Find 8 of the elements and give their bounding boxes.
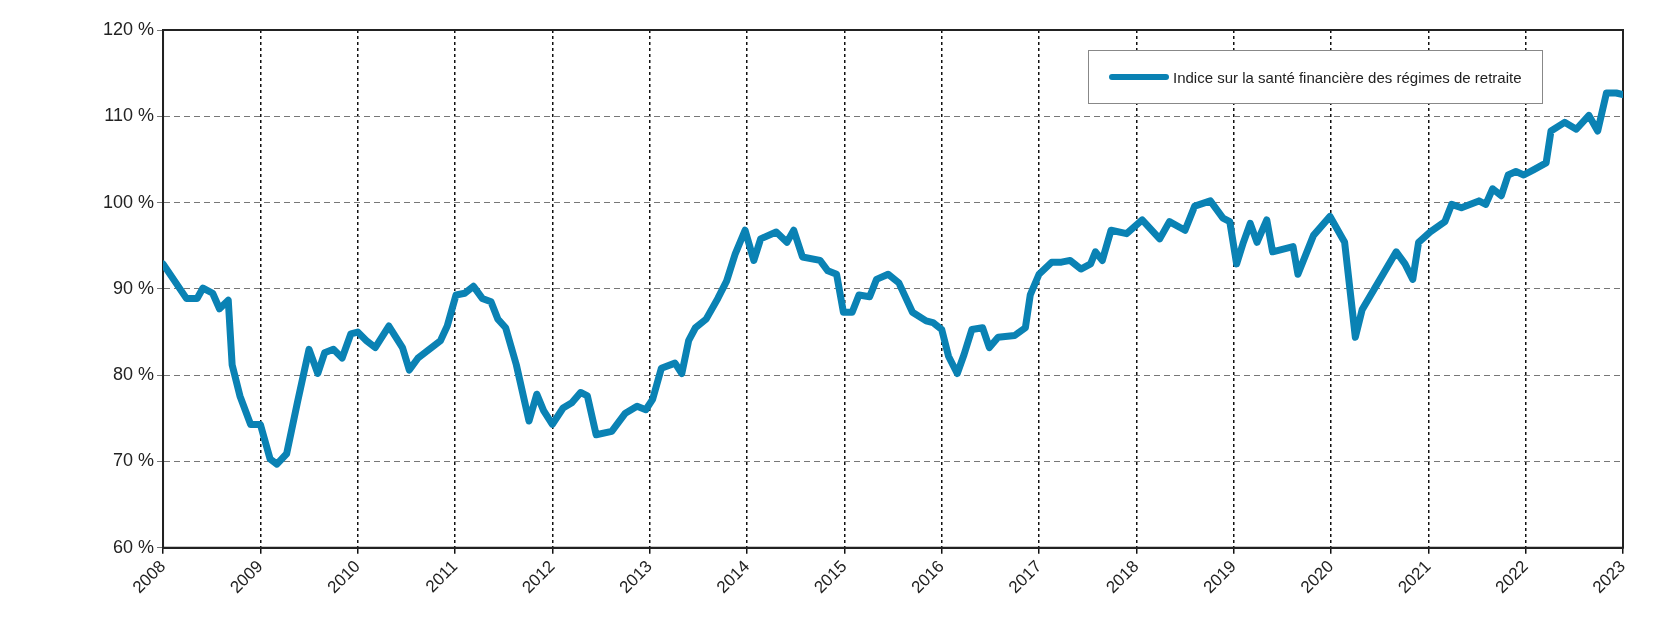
y-tick-label: 90 % bbox=[113, 277, 155, 298]
y-tick-label: 110 % bbox=[104, 105, 155, 126]
legend-label: Indice sur la santé financière des régimes de retraite bbox=[1173, 68, 1522, 86]
y-tick-label: 70 % bbox=[113, 450, 155, 471]
y-tick-label: 60 % bbox=[113, 536, 155, 557]
y-tick-label: 80 % bbox=[113, 364, 155, 385]
y-tick-label: 100 % bbox=[102, 191, 155, 212]
y-tick-label: 120 % bbox=[102, 18, 155, 39]
